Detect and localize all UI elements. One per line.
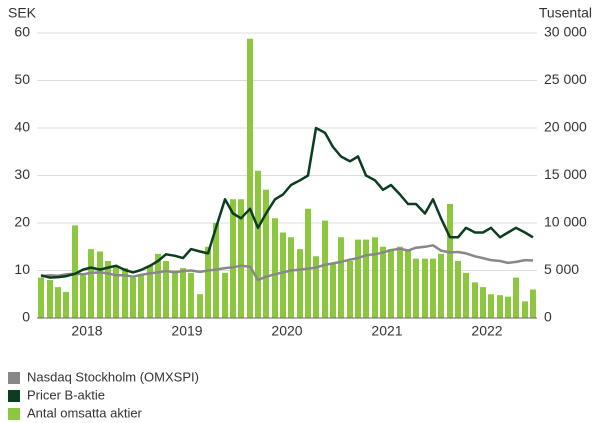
legend-swatch: [8, 408, 20, 420]
bar: [205, 246, 211, 318]
bar: [72, 225, 78, 318]
y2-tick-label: 0: [544, 309, 552, 325]
bar: [297, 249, 303, 318]
bar: [447, 204, 453, 318]
x-tick-label: 2022: [471, 323, 502, 339]
bar: [322, 220, 328, 318]
x-tick-label: 2021: [371, 323, 402, 339]
legend-label: Antal omsatta aktier: [27, 405, 143, 420]
y-tick-label: 0: [22, 309, 30, 325]
bar: [522, 301, 528, 318]
bar: [130, 277, 136, 318]
legend-label: Pricer B-aktie: [27, 387, 105, 402]
bar: [263, 189, 269, 318]
y-tick-label: 30: [14, 166, 30, 182]
bar: [497, 295, 503, 318]
bar: [455, 261, 461, 318]
y-axis-label: SEK: [8, 5, 37, 21]
line: [40, 244, 534, 282]
bar: [405, 249, 411, 318]
bar: [147, 265, 153, 318]
bar: [288, 237, 294, 318]
bar: [330, 263, 336, 318]
y2-axis-label: Tusental: [539, 5, 592, 21]
bar: [355, 239, 361, 318]
bar: [155, 253, 161, 318]
bar: [122, 268, 128, 318]
bar: [80, 275, 86, 318]
line: [40, 126, 534, 279]
bar: [88, 249, 94, 318]
bar: [430, 258, 436, 318]
legend-swatch: [8, 372, 20, 384]
bar: [272, 218, 278, 318]
bar: [463, 272, 469, 318]
bar: [163, 261, 169, 318]
bar: [530, 289, 536, 318]
bar: [438, 253, 444, 318]
x-tick-label: 2020: [271, 323, 302, 339]
bar: [280, 232, 286, 318]
bar: [513, 277, 519, 318]
bar: [180, 268, 186, 318]
y-tick-label: 10: [14, 261, 30, 277]
y2-tick-label: 20 000: [544, 119, 587, 135]
y2-tick-label: 5 000: [544, 261, 579, 277]
bar: [38, 277, 44, 318]
bar: [338, 237, 344, 318]
bar: [505, 296, 511, 318]
y-tick-label: 60: [14, 24, 30, 40]
bar: [380, 246, 386, 318]
bar: [472, 282, 478, 318]
bar: [255, 170, 261, 318]
bar: [363, 239, 369, 318]
bar: [238, 199, 244, 318]
bar: [397, 246, 403, 318]
bar: [113, 265, 119, 318]
bar: [413, 258, 419, 318]
bar: [63, 291, 69, 318]
bar: [305, 208, 311, 318]
bar: [55, 287, 61, 318]
bar: [480, 287, 486, 318]
y-tick-label: 50: [14, 71, 30, 87]
x-tick-label: 2018: [71, 323, 102, 339]
bar: [197, 294, 203, 318]
bar: [313, 256, 319, 318]
bar: [388, 249, 394, 318]
bar: [247, 38, 253, 318]
bar: [422, 258, 428, 318]
bar: [47, 280, 53, 318]
y2-tick-label: 30 000: [544, 24, 587, 40]
bar: [222, 272, 228, 318]
legend-label: Nasdaq Stockholm (OMXSPI): [27, 369, 199, 384]
bar: [230, 199, 236, 318]
bar: [172, 270, 178, 318]
y-tick-label: 20: [14, 214, 30, 230]
bar: [488, 294, 494, 318]
legend: Nasdaq Stockholm (OMXSPI) Pricer B-aktie A…: [8, 369, 199, 420]
bar: [188, 272, 194, 318]
y2-tick-label: 15 000: [544, 166, 587, 182]
y-tick-label: 40: [14, 119, 30, 135]
bar: [347, 261, 353, 318]
bar: [105, 261, 111, 318]
bar: [372, 237, 378, 318]
bar: [97, 251, 103, 318]
y2-tick-label: 25 000: [544, 71, 587, 87]
x-tick-label: 2019: [171, 323, 202, 339]
bar: [138, 275, 144, 318]
legend-swatch: [8, 390, 20, 402]
y2-tick-label: 10 000: [544, 214, 587, 230]
